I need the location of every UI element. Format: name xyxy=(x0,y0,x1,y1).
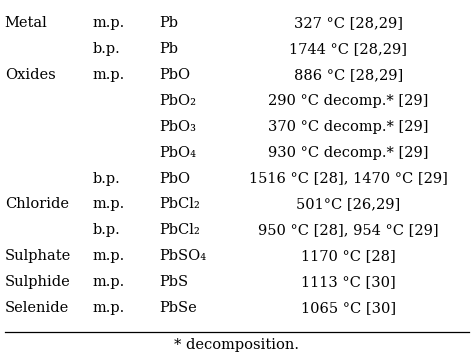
Text: b.p.: b.p. xyxy=(92,42,120,56)
Text: Sulphide: Sulphide xyxy=(5,275,71,289)
Text: Oxides: Oxides xyxy=(5,68,55,82)
Text: b.p.: b.p. xyxy=(92,223,120,237)
Text: * decomposition.: * decomposition. xyxy=(174,338,300,352)
Text: m.p.: m.p. xyxy=(92,16,125,30)
Text: PbSO₄: PbSO₄ xyxy=(159,249,206,263)
Text: 1113 °C [30]: 1113 °C [30] xyxy=(301,275,396,289)
Text: PbO₄: PbO₄ xyxy=(159,146,196,160)
Text: Selenide: Selenide xyxy=(5,301,69,315)
Text: 1170 °C [28]: 1170 °C [28] xyxy=(301,249,396,263)
Text: PbSe: PbSe xyxy=(159,301,197,315)
Text: 886 °C [28,29]: 886 °C [28,29] xyxy=(294,68,403,82)
Text: m.p.: m.p. xyxy=(92,249,125,263)
Text: PbO: PbO xyxy=(159,68,190,82)
Text: PbO: PbO xyxy=(159,171,190,186)
Text: PbO₃: PbO₃ xyxy=(159,120,196,134)
Text: Pb: Pb xyxy=(159,42,178,56)
Text: Sulphate: Sulphate xyxy=(5,249,71,263)
Text: 1744 °C [28,29]: 1744 °C [28,29] xyxy=(290,42,407,56)
Text: 1065 °C [30]: 1065 °C [30] xyxy=(301,301,396,315)
Text: Pb: Pb xyxy=(159,16,178,30)
Text: Metal: Metal xyxy=(5,16,47,30)
Text: b.p.: b.p. xyxy=(92,171,120,186)
Text: 370 °C decomp.* [29]: 370 °C decomp.* [29] xyxy=(268,120,428,134)
Text: 327 °C [28,29]: 327 °C [28,29] xyxy=(294,16,403,30)
Text: PbCl₂: PbCl₂ xyxy=(159,197,200,212)
Text: PbO₂: PbO₂ xyxy=(159,94,196,108)
Text: 501°C [26,29]: 501°C [26,29] xyxy=(296,197,401,212)
Text: m.p.: m.p. xyxy=(92,68,125,82)
Text: PbCl₂: PbCl₂ xyxy=(159,223,200,237)
Text: 290 °C decomp.* [29]: 290 °C decomp.* [29] xyxy=(268,94,428,108)
Text: 950 °C [28], 954 °C [29]: 950 °C [28], 954 °C [29] xyxy=(258,223,439,237)
Text: 1516 °C [28], 1470 °C [29]: 1516 °C [28], 1470 °C [29] xyxy=(249,171,448,186)
Text: Chloride: Chloride xyxy=(5,197,69,212)
Text: 930 °C decomp.* [29]: 930 °C decomp.* [29] xyxy=(268,146,428,160)
Text: m.p.: m.p. xyxy=(92,197,125,212)
Text: m.p.: m.p. xyxy=(92,275,125,289)
Text: PbS: PbS xyxy=(159,275,188,289)
Text: m.p.: m.p. xyxy=(92,301,125,315)
